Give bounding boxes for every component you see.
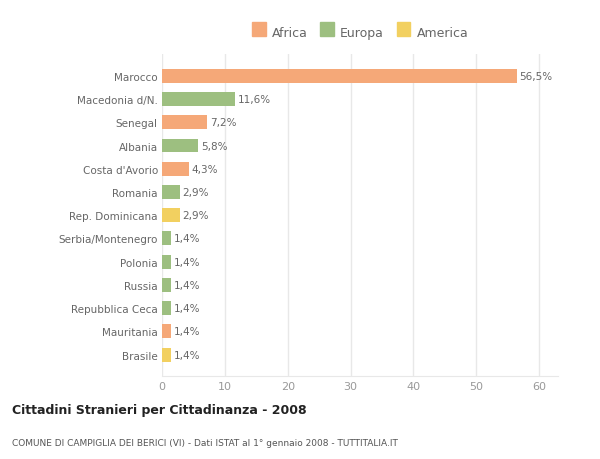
Text: 2,9%: 2,9% (183, 188, 209, 197)
Text: 56,5%: 56,5% (520, 72, 553, 82)
Bar (162, 185, 180, 200)
Bar (162, 325, 171, 339)
Bar (162, 302, 171, 315)
Text: 1,4%: 1,4% (173, 350, 200, 360)
Text: 1,4%: 1,4% (173, 257, 200, 267)
Bar (162, 93, 235, 107)
Text: 1,4%: 1,4% (173, 280, 200, 290)
Legend: Africa, Europa, America: Africa, Europa, America (248, 23, 472, 43)
Text: 1,4%: 1,4% (173, 234, 200, 244)
Bar (162, 116, 207, 130)
Text: 1,4%: 1,4% (173, 303, 200, 313)
Text: 4,3%: 4,3% (191, 164, 218, 174)
Bar (162, 70, 517, 84)
Text: 7,2%: 7,2% (210, 118, 236, 128)
Text: COMUNE DI CAMPIGLIA DEI BERICI (VI) - Dati ISTAT al 1° gennaio 2008 - TUTTITALIA: COMUNE DI CAMPIGLIA DEI BERICI (VI) - Da… (12, 438, 398, 447)
Bar (162, 232, 171, 246)
Bar (162, 209, 180, 223)
Text: 2,9%: 2,9% (183, 211, 209, 221)
Bar (162, 139, 199, 153)
Bar (162, 162, 189, 176)
Text: 1,4%: 1,4% (173, 327, 200, 336)
Bar (162, 348, 171, 362)
Bar (162, 255, 171, 269)
Bar (162, 278, 171, 292)
Text: Cittadini Stranieri per Cittadinanza - 2008: Cittadini Stranieri per Cittadinanza - 2… (12, 403, 307, 416)
Text: 11,6%: 11,6% (238, 95, 271, 105)
Text: 5,8%: 5,8% (201, 141, 227, 151)
